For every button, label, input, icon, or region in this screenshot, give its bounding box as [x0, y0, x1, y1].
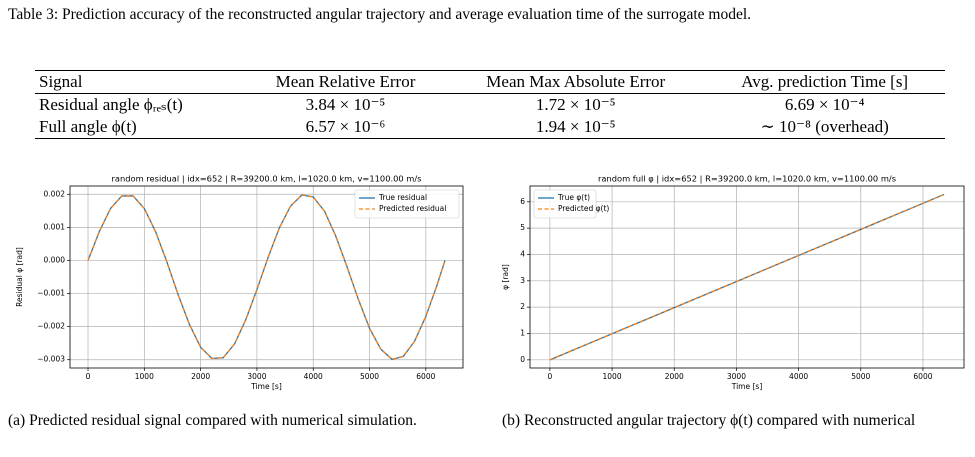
y-tick-label: 0.000 [44, 255, 66, 264]
legend-box [354, 189, 460, 219]
header-cell: Mean Relative Error [243, 70, 448, 94]
y-tick-label: 0.001 [44, 222, 66, 231]
cell: 1.94 × 10⁻⁵ [535, 117, 616, 136]
plot-frame [69, 185, 464, 369]
x-tick-label: 3000 [247, 372, 266, 381]
x-tick-label: 1000 [603, 372, 622, 381]
legend-label: True φ(t) [557, 193, 590, 202]
plot-frame [529, 185, 965, 369]
y-tick-label: 3 [520, 276, 525, 285]
cell: Full angle ϕ(t) [39, 117, 137, 136]
x-tick-label: 2000 [665, 372, 684, 381]
y-tick-label: 5 [520, 223, 525, 232]
x-tick-label: 5000 [851, 372, 870, 381]
header-cell: Avg. prediction Time [s] [704, 70, 945, 94]
x-tick-label: 3000 [727, 372, 746, 381]
chart: random residual | idx=652 | R=39200.0 km… [15, 174, 464, 391]
y-axis-label: φ [rad] [501, 264, 510, 290]
y-tick-label: −0.003 [37, 355, 65, 364]
x-tick-label: 4000 [304, 372, 323, 381]
y-tick-label: 4 [520, 249, 525, 258]
y-tick-label: −0.001 [37, 289, 65, 298]
chart-title: random full φ | idx=652 | R=39200.0 km, … [598, 174, 896, 184]
x-tick-label: 6000 [913, 372, 932, 381]
y-tick-label: 6 [520, 197, 525, 206]
y-tick-label: −0.002 [37, 322, 65, 331]
header-cell: Signal [35, 70, 244, 94]
chart: random full φ | idx=652 | R=39200.0 km, … [501, 174, 965, 391]
figure-caption: (a) Predicted residual signal compared w… [8, 412, 417, 429]
legend-box [533, 189, 597, 219]
x-tick-label: 1000 [135, 372, 154, 381]
x-axis-label: Time [s] [250, 382, 282, 391]
x-tick-label: 2000 [191, 372, 210, 381]
cell: 6.69 × 10⁻⁴ [784, 95, 865, 114]
y-tick-label: 0 [520, 355, 525, 364]
series-line [87, 194, 446, 361]
y-tick-label: 0.002 [44, 189, 66, 198]
results-table: Signal Mean Relative Error Mean Max Abso… [35, 70, 945, 139]
chart-title: random residual | idx=652 | R=39200.0 km… [111, 174, 421, 184]
cell: 3.84 × 10⁻⁵ [305, 95, 386, 114]
x-tick-label: 6000 [416, 372, 435, 381]
cell: Residual angle ϕᵣₑₛ(t) [39, 95, 183, 114]
cell: 1.72 × 10⁻⁵ [535, 95, 616, 114]
row: Full angle ϕ(t) 6.57 × 10⁻⁶ 1.94 × 10⁻⁵ … [35, 116, 945, 139]
y-tick-label: 1 [520, 328, 525, 337]
x-tick-label: 5000 [360, 372, 379, 381]
series-line [549, 193, 945, 361]
figure-caption: (b) Reconstructed angular trajectory ϕ(t… [502, 412, 916, 429]
legend-label: True residual [378, 193, 427, 202]
x-axis-label: Time [s] [731, 382, 763, 391]
row: Residual angle ϕᵣₑₛ(t) 3.84 × 10⁻⁵ 1.72 … [35, 94, 945, 117]
x-tick-label: 0 [86, 372, 91, 381]
x-tick-label: 4000 [789, 372, 808, 381]
y-tick-label: 2 [520, 302, 525, 311]
x-tick-label: 0 [548, 372, 553, 381]
table-caption: Table 3: Prediction accuracy of the reco… [8, 6, 752, 23]
header-row: Signal Mean Relative Error Mean Max Abso… [35, 70, 945, 94]
legend-label: Predicted φ(t) [558, 204, 609, 213]
y-axis-label: Residual φ [rad] [15, 247, 24, 307]
cell: ∼ 10⁻⁸ (overhead) [760, 117, 889, 136]
series-line [87, 194, 446, 361]
legend-label: Predicted residual [379, 204, 446, 213]
header-cell: Mean Max Absolute Error [447, 70, 705, 94]
cell: 6.57 × 10⁻⁶ [305, 117, 386, 136]
